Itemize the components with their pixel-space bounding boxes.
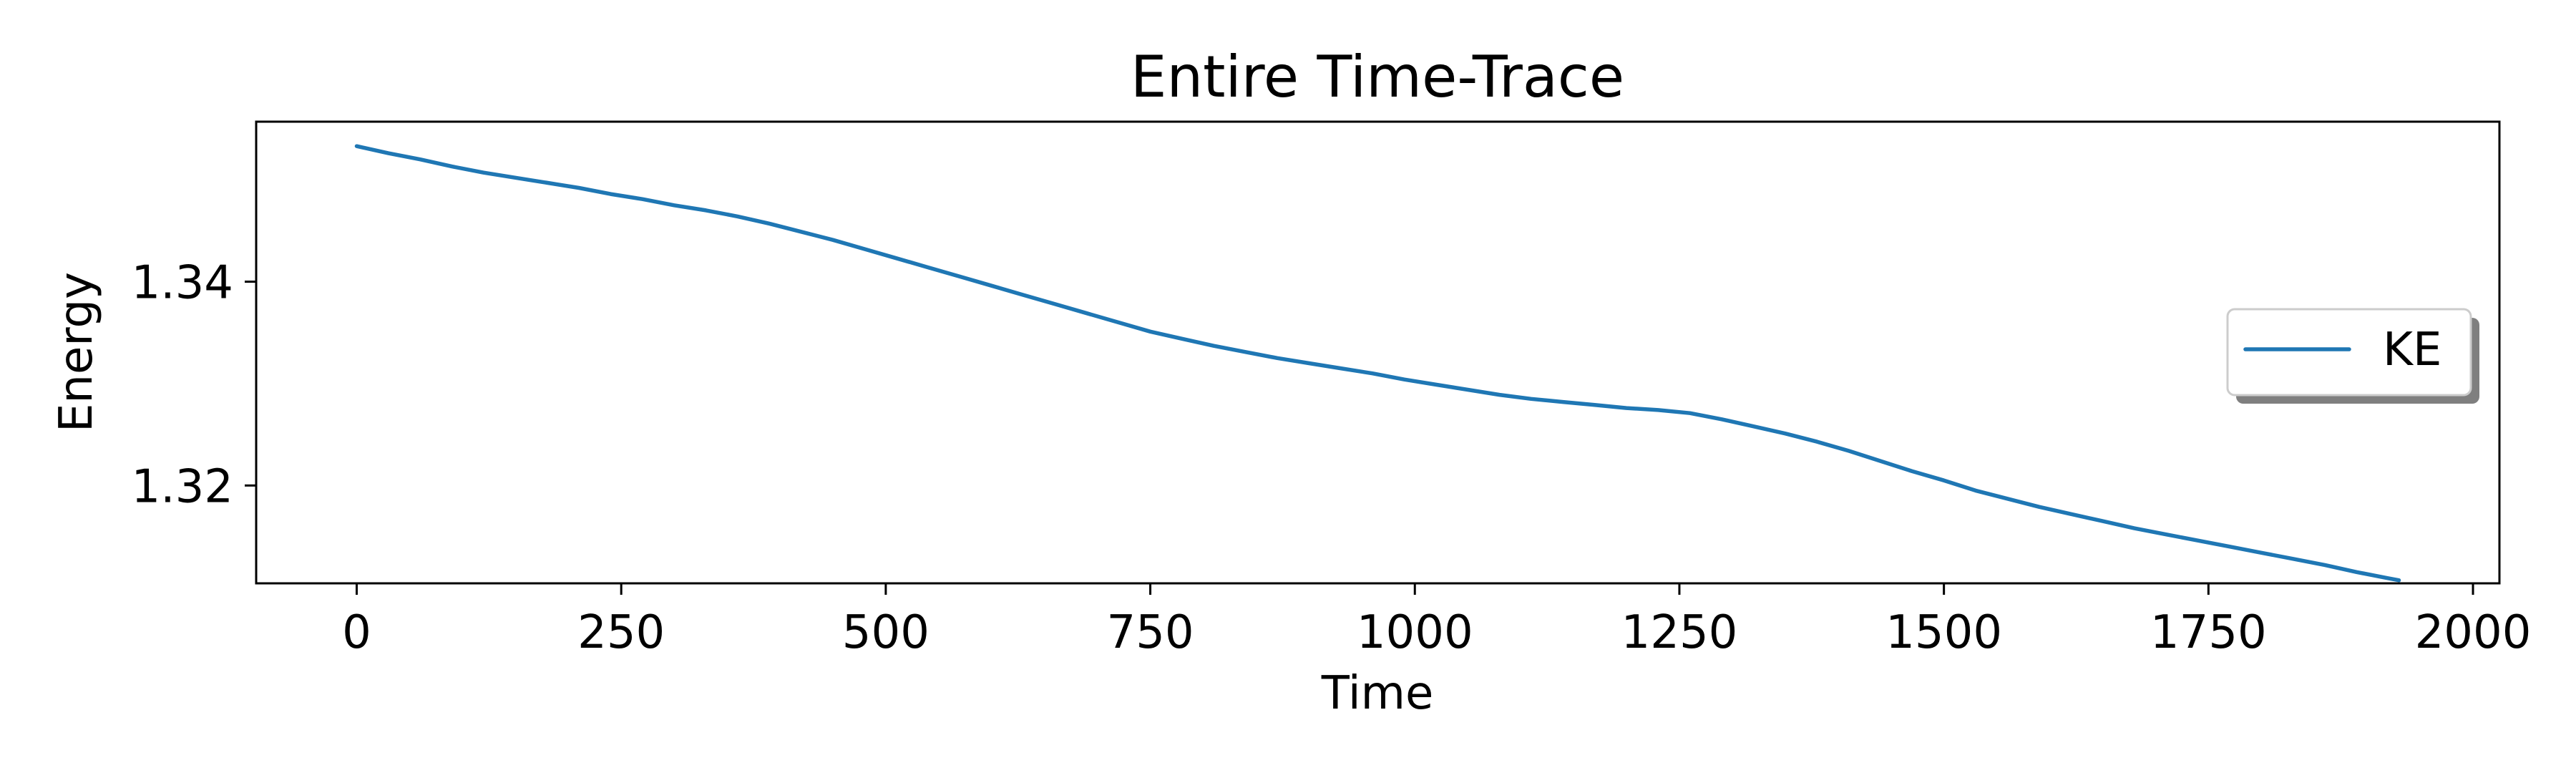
x-tick-label: 500 (842, 606, 930, 659)
x-tick-label: 1500 (1885, 606, 2002, 659)
y-tick-label: 1.34 (132, 257, 234, 310)
x-tick-label: 1250 (1621, 606, 1738, 659)
y-axis-label: Energy (50, 272, 103, 432)
x-tick-label: 250 (577, 606, 665, 659)
x-tick-label: 0 (342, 606, 371, 659)
x-axis-ticks: 0 250 500 750 1000 1250 1500 1750 2000 (342, 583, 2531, 659)
y-tick-label: 1.32 (132, 460, 234, 513)
x-tick-label: 1750 (2150, 606, 2267, 659)
x-tick-label: 2000 (2415, 606, 2532, 659)
plot-area-frame (255, 120, 2501, 585)
series-line-ke (354, 144, 2401, 583)
legend-box (2226, 308, 2472, 397)
y-axis-ticks: 1.32 1.34 (132, 257, 256, 513)
x-tick-label: 1000 (1357, 606, 1473, 659)
legend-label-ke: KE (2383, 324, 2441, 376)
legend: KE (2226, 308, 2479, 404)
x-tick-label: 750 (1106, 606, 1194, 659)
x-axis-label: Time (1321, 667, 1434, 720)
chart-title: Entire Time-Trace (1131, 44, 1624, 110)
